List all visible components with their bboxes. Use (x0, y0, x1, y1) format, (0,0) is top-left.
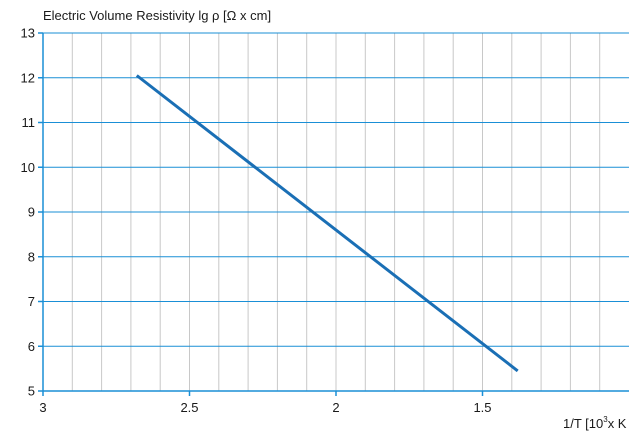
y-tick-label: 9 (28, 205, 35, 220)
y-tick-label: 7 (28, 294, 35, 309)
y-tick-labels: 5 6 7 8 9 10 11 12 13 (21, 26, 35, 399)
x-axis-title-suffix: x K (608, 416, 627, 431)
y-tick-label: 6 (28, 339, 35, 354)
y-tick-label: 13 (21, 26, 35, 41)
axes (38, 32, 629, 396)
x-axis-title: 1/T [103x K (563, 415, 627, 431)
series-group (135, 74, 519, 373)
y-tick-label: 12 (21, 70, 35, 85)
y-tick-label: 5 (28, 384, 35, 399)
x-tick-label: 1.5 (473, 400, 491, 415)
x-tick-labels: 3 2.5 2 1.5 (39, 400, 491, 415)
x-tick-label: 3 (39, 400, 46, 415)
grid (43, 32, 629, 392)
y-axis-title: Electric Volume Resistivity lg ρ [Ω x cm… (43, 8, 271, 23)
x-axis-title-superscript: 3 (603, 415, 608, 424)
x-tick-label: 2.5 (180, 400, 198, 415)
series-line (135, 74, 519, 373)
x-tick-label: 2 (332, 400, 339, 415)
y-tick-label: 11 (22, 115, 36, 130)
y-tick-label: 10 (21, 160, 35, 175)
x-axis-title-prefix: 1/T [10 (563, 416, 603, 431)
y-tick-label: 8 (28, 249, 35, 264)
